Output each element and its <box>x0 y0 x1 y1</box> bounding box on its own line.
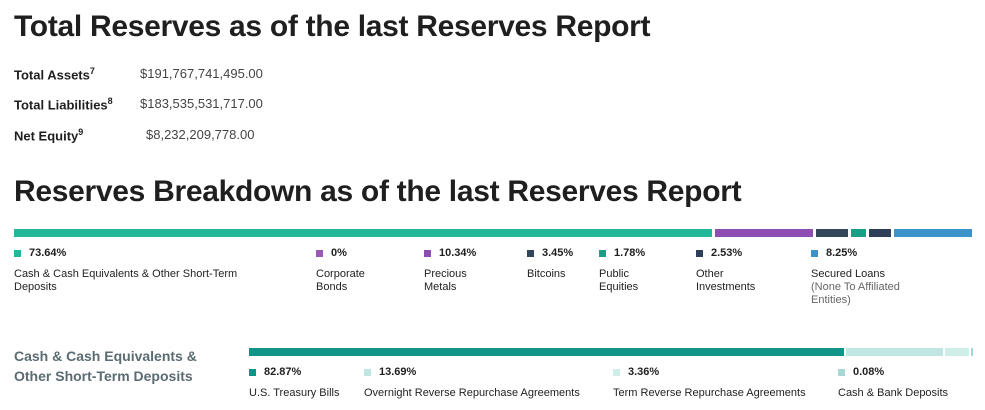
legend-swatch <box>249 368 256 376</box>
summary-value: $183,535,531,717.00 <box>140 96 263 111</box>
legend-item-secured-loans: 8.25% Secured Loans (None To Affiliated … <box>811 247 961 307</box>
legend-item-corporate-bonds: 0% Corporate Bonds <box>316 247 365 293</box>
summary-net-equity: Net Equity9 $8,232,209,778.00 <box>14 127 254 144</box>
legend-swatch <box>527 250 534 257</box>
legend-swatch <box>14 250 21 257</box>
summary-value: $8,232,209,778.00 <box>146 127 255 142</box>
legend-item-term-repo: 3.36% Term Reverse Repurchase Agreements <box>613 366 806 399</box>
bar-segment-public-equities[interactable] <box>851 229 866 237</box>
page-title: Total Reserves as of the last Reserves R… <box>14 10 651 43</box>
legend-swatch <box>613 368 620 376</box>
bar-segment-cash[interactable] <box>14 229 712 237</box>
legend-item-overnight-repo: 13.69% Overnight Reverse Repurchase Agre… <box>364 366 580 399</box>
legend-sublabel: (None To Affiliated Entities) <box>811 281 900 306</box>
legend-swatch <box>316 250 323 257</box>
bar-segment-term-repo[interactable] <box>945 348 969 356</box>
summary-value: $191,767,741,495.00 <box>140 66 263 81</box>
summary-label: Net Equity9 <box>14 127 84 144</box>
cash-section-title: Cash & Cash Equivalents & Other Short-Te… <box>14 348 197 384</box>
legend-item-cash: 73.64% Cash & Cash Equivalents & Other S… <box>14 247 238 293</box>
bar-segment-cash-deposits[interactable] <box>971 348 973 356</box>
legend-item-cash-deposits: 0.08% Cash & Bank Deposits <box>838 366 949 399</box>
legend-item-other-investments: 2.53% Other Investments <box>696 247 756 293</box>
legend-swatch <box>424 250 431 257</box>
bar-segment-overnight-repo[interactable] <box>846 348 943 356</box>
legend-swatch <box>599 250 606 257</box>
summary-total-assets: Total Assets7 $191,767,741,495.00 <box>14 66 263 83</box>
breakdown-title: Reserves Breakdown as of the last Reserv… <box>14 175 742 208</box>
legend-item-bitcoins: 3.45% Bitcoins <box>527 247 574 280</box>
bar-segment-precious-metals[interactable] <box>715 229 813 237</box>
bar-segment-secured-loans[interactable] <box>894 229 972 237</box>
bar-segment-bitcoins[interactable] <box>816 229 848 237</box>
bar-segment-treasury-bills[interactable] <box>249 348 844 356</box>
legend-item-public-equities: 1.78% Public Equities <box>599 247 646 293</box>
summary-label: Total Liabilities8 <box>14 96 113 113</box>
legend-swatch <box>838 368 845 376</box>
legend-item-precious-metals: 10.34% Precious Metals <box>424 247 477 293</box>
summary-label: Total Assets7 <box>14 66 95 83</box>
legend-item-treasury-bills: 82.87% U.S. Treasury Bills <box>249 366 340 399</box>
legend-swatch <box>364 368 371 376</box>
legend-swatch <box>811 250 818 257</box>
legend-swatch <box>696 250 703 257</box>
bar-segment-other-investments[interactable] <box>869 229 891 237</box>
summary-total-liabilities: Total Liabilities8 $183,535,531,717.00 <box>14 96 263 113</box>
